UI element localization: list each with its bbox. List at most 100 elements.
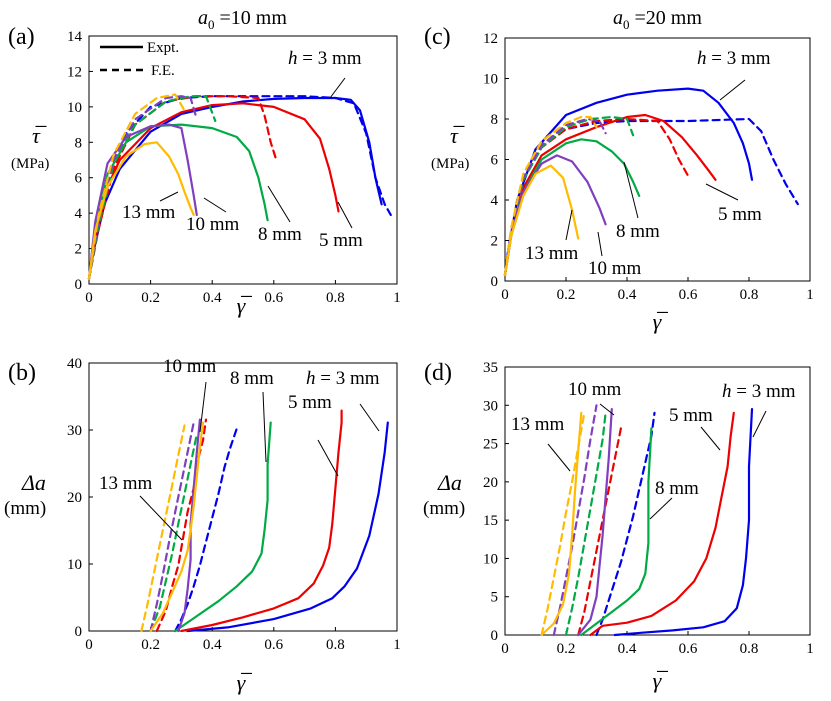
y-tick-label: 20 xyxy=(483,475,498,491)
series-10-mm-expt xyxy=(87,123,198,280)
x-ticks-a: 0 0.2 0.4 0.6 0.8 1 xyxy=(85,280,401,306)
annotation-a-10mm: 10 mm xyxy=(186,214,240,235)
y-tick-label: 8 xyxy=(491,112,499,128)
series-3-mm-f-e xyxy=(595,411,656,637)
y-tick-label: 0 xyxy=(75,624,83,640)
annotation-b-10mm: 10 mm xyxy=(163,356,217,377)
x-axis-label-c: γ̅ xyxy=(653,309,669,334)
arrow-b-3mm xyxy=(359,403,380,432)
panel-title-c: a0 =20 mm xyxy=(613,7,702,32)
annotation-b-8mm: 8 mm xyxy=(230,368,274,389)
series-13-mm-expt xyxy=(149,421,205,633)
series-3-mm-f-e xyxy=(87,95,392,280)
y-tick-label: 15 xyxy=(483,513,498,529)
series-13-mm-expt xyxy=(503,164,580,276)
x-tick-label: 0 xyxy=(85,637,93,653)
arrow-b-13mm xyxy=(139,495,183,541)
arrow-c-3mm xyxy=(719,79,746,101)
legend-a: Expt. F.E. xyxy=(100,40,179,79)
y-axis-label-c: τ̅ xyxy=(450,123,465,148)
arrow-b-10mm xyxy=(199,381,207,433)
x-tick-label: 1 xyxy=(393,637,401,653)
y-axis-unit-c: (MPa) xyxy=(431,156,469,172)
arrow-d-13mm xyxy=(547,443,571,472)
x-tick-label: 0.6 xyxy=(679,641,698,657)
annotation-b-5mm: 5 mm xyxy=(288,392,332,413)
arrow-a-5mm xyxy=(337,201,353,229)
x-ticks-c: 0 0.2 0.4 0.6 0.8 1 xyxy=(501,277,814,303)
x-tick-label: 0.4 xyxy=(203,637,222,653)
x-tick-label: 1 xyxy=(806,287,814,303)
y-tick-label: 6 xyxy=(491,153,499,169)
arrow-c-10mm xyxy=(597,231,603,257)
y-tick-label: 12 xyxy=(67,64,82,80)
annotation-b-3mm: h = 3 mm xyxy=(306,368,380,389)
x-tick-label: 0.4 xyxy=(203,290,222,306)
arrow-a-8mm xyxy=(267,185,291,223)
series-8-mm-f-e xyxy=(564,411,607,637)
series-13-mm-f-e xyxy=(503,115,598,276)
x-tick-label: 0.2 xyxy=(141,290,160,306)
x-tick-label: 0.6 xyxy=(264,290,283,306)
y-tick-label: 8 xyxy=(75,135,83,151)
y-ticks-d: 0 5 10 15 20 25 30 35 xyxy=(483,360,509,644)
series-3-mm-expt xyxy=(613,408,754,637)
series-10-mm-expt xyxy=(177,418,201,633)
x-axis-label-d: γ̅ xyxy=(653,668,669,693)
y-tick-label: 20 xyxy=(67,490,82,506)
x-axis-label-b: γ̅ xyxy=(237,670,253,695)
series-group-d xyxy=(540,404,754,637)
plot-frame-b xyxy=(88,362,398,632)
annotation-a-5mm: 5 mm xyxy=(319,230,363,251)
arrow-d-10mm xyxy=(599,403,615,416)
y-ticks-a: 0 2 4 6 8 10 12 14 xyxy=(67,29,93,293)
x-tick-label: 0 xyxy=(85,290,93,306)
series-8-mm-expt xyxy=(87,123,269,280)
annotation-d-13mm: 13 mm xyxy=(511,414,565,435)
series-8-mm-expt xyxy=(174,421,272,633)
x-tick-label: 0.4 xyxy=(618,287,637,303)
panel-label-c: (c) xyxy=(424,24,451,50)
arrow-c-8mm xyxy=(623,161,639,219)
arrow-c-5mm xyxy=(705,183,739,201)
y-tick-label: 0 xyxy=(75,277,83,293)
series-5-mm-expt xyxy=(180,409,343,633)
annotation-c-3mm: h = 3 mm xyxy=(697,48,771,69)
y-tick-label: 40 xyxy=(67,356,82,372)
panel-label-b: (b) xyxy=(8,360,36,386)
series-13-mm-f-e xyxy=(540,411,586,637)
annotation-c-5mm: 5 mm xyxy=(718,204,762,225)
annotation-c-8mm: 8 mm xyxy=(616,221,660,242)
x-tick-label: 0.6 xyxy=(679,287,698,303)
plot-frame-d xyxy=(504,366,811,636)
y-axis-label-b: Δa xyxy=(21,470,46,495)
annotation-c-13mm: 13 mm xyxy=(525,243,579,264)
arrow-b-5mm xyxy=(317,439,339,477)
x-tick-label: 0 xyxy=(501,287,509,303)
legend-label-expt: Expt. xyxy=(147,40,179,56)
x-tick-label: 0.8 xyxy=(740,641,759,657)
y-tick-label: 10 xyxy=(483,551,498,567)
annotation-a-3mm: h = 3 mm xyxy=(288,48,362,69)
series-3-mm-expt xyxy=(186,421,389,633)
series-5-mm-f-e xyxy=(577,427,623,637)
legend-label-fe: F.E. xyxy=(151,63,175,79)
annotation-c-10mm: 10 mm xyxy=(588,258,642,279)
series-10-mm-expt xyxy=(577,408,613,637)
x-tick-label: 0.8 xyxy=(740,287,759,303)
x-tick-label: 0.6 xyxy=(264,637,283,653)
series-8-mm-expt xyxy=(580,427,653,637)
y-ticks-c: 0 2 4 6 8 10 12 xyxy=(483,31,509,290)
panel-label-a: (a) xyxy=(8,24,35,50)
y-axis-unit-d: (mm) xyxy=(423,498,465,519)
panel-title-a: a0 =10 mm xyxy=(198,7,287,32)
annotation-b-13mm: 13 mm xyxy=(99,473,153,494)
series-10-mm-f-e xyxy=(552,404,598,637)
y-tick-label: 10 xyxy=(67,557,82,573)
annotation-d-5mm: 5 mm xyxy=(669,405,713,426)
series-13-mm-expt xyxy=(87,141,195,280)
arrow-b-8mm xyxy=(262,391,267,463)
arrow-d-8mm xyxy=(649,497,673,520)
